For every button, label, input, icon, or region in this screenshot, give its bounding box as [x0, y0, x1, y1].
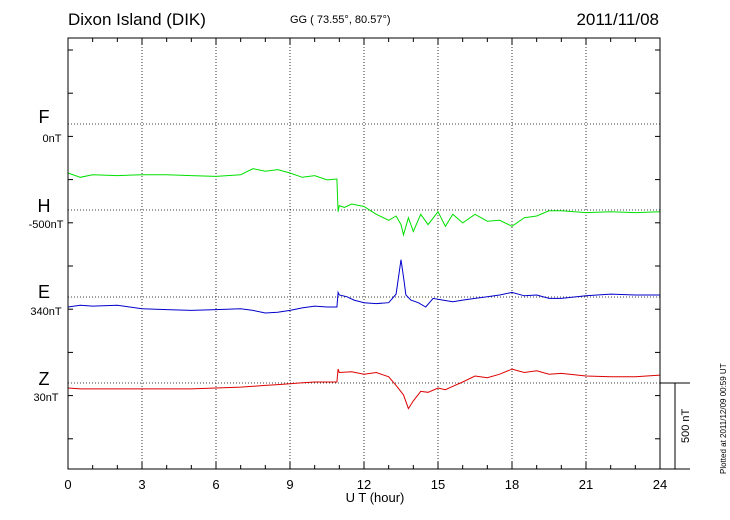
channel-e-name: E [37, 282, 50, 302]
x-tick-0: 0 [64, 477, 72, 492]
channel-f-offset: 0nT [42, 133, 62, 145]
series-z-line [67, 368, 661, 410]
plot-frame [67, 37, 690, 470]
x-tick-6: 6 [212, 477, 220, 492]
series-group [67, 168, 661, 410]
scale-bar-label: 500 nT [680, 408, 692, 443]
station-coordinates: GG ( 73.55°, 80.57°) [290, 14, 391, 26]
x-axis-label: U T (hour) [345, 490, 405, 505]
x-tick-12: 12 [356, 477, 372, 492]
x-tick-9: 9 [286, 477, 294, 492]
channel-e-offset: 340nT [30, 306, 62, 318]
plot-date: 2011/11/08 [576, 10, 659, 29]
channel-z-name: Z [38, 369, 50, 389]
series-e-line [67, 259, 660, 314]
x-tick-24: 24 [652, 477, 668, 492]
channel-f-name: F [38, 107, 50, 127]
grid-lines [68, 38, 660, 469]
channel-h-name: H [37, 196, 51, 216]
station-title: Dixon Island (DIK) [68, 10, 206, 29]
channel-z-offset: 30nT [33, 392, 59, 404]
x-tick-3: 3 [138, 477, 146, 492]
x-tick-15: 15 [430, 477, 446, 492]
plotted-timestamp: Plotted at 2011/12/09 00:59 UT [719, 363, 728, 474]
x-tick-18: 18 [504, 477, 520, 492]
channel-h-offset: -500nT [28, 219, 64, 231]
x-tick-21: 21 [578, 477, 594, 492]
series-h-line [67, 168, 661, 237]
